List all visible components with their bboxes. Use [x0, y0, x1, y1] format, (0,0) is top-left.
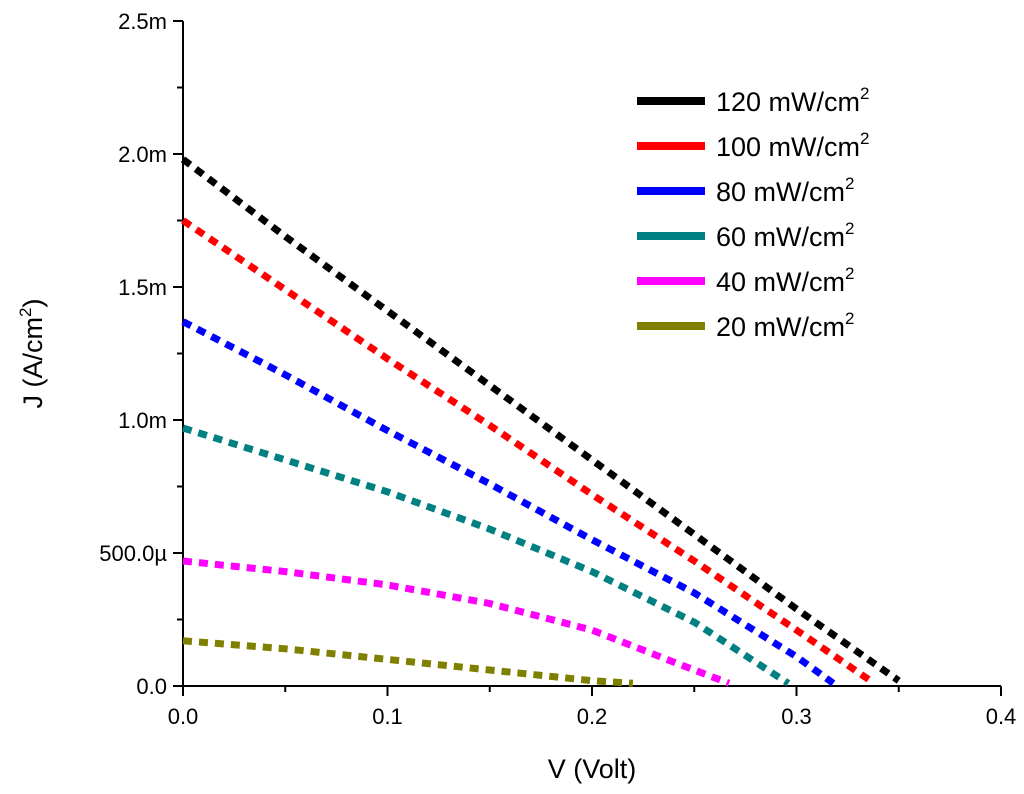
legend-label: 60 mW/cm2 [716, 219, 854, 252]
y-tick-label: 2.0m [118, 142, 167, 167]
legend-label-text: 100 mW/cm [716, 132, 860, 162]
series-line-5 [182, 557, 731, 687]
x-tick-label: 0.0 [168, 704, 199, 729]
y-tick-label: 2.5m [118, 9, 167, 34]
legend-label-text: 60 mW/cm [716, 222, 845, 252]
legend-label-sup: 2 [860, 129, 869, 148]
y-tick-label: 0.0 [136, 674, 167, 699]
x-tick-label: 0.1 [372, 704, 403, 729]
legend-label-sup: 2 [860, 84, 869, 103]
legend-label: 80 mW/cm2 [716, 174, 854, 207]
legend-label-sup: 2 [845, 309, 854, 328]
y-tick-label: 500.0µ [99, 541, 167, 566]
x-tick-label: 0.3 [781, 704, 812, 729]
series-line-3 [181, 318, 836, 687]
y-axis-title-sup: 2 [16, 308, 35, 317]
legend-label-sup: 2 [845, 174, 854, 193]
series-line-1 [180, 156, 901, 684]
legend-label: 100 mW/cm2 [716, 129, 870, 162]
legend-label-text: 80 mW/cm [716, 177, 845, 207]
y-tick-label: 1.0m [118, 408, 167, 433]
y-axis-title-close: ) [18, 299, 48, 308]
y-axis-title-text: J (A/cm [18, 317, 48, 409]
legend-label-text: 20 mW/cm [716, 312, 845, 342]
x-axis-title: V (Volt) [548, 754, 637, 784]
legend-label: 20 mW/cm2 [716, 309, 854, 342]
legend-label: 120 mW/cm2 [716, 84, 870, 117]
legend-label-text: 40 mW/cm [716, 267, 845, 297]
series-line-2 [181, 217, 877, 687]
legend-label-sup: 2 [845, 264, 854, 283]
legend-label-text: 120 mW/cm [716, 87, 860, 117]
y-tick-label: 1.5m [118, 275, 167, 300]
series-group [180, 156, 901, 687]
series-line-6 [182, 637, 634, 687]
y-axis-title: J (A/cm2) [16, 299, 48, 409]
legend-label-sup: 2 [845, 219, 854, 238]
x-tick-label: 0.4 [986, 704, 1017, 729]
x-tick-label: 0.2 [577, 704, 608, 729]
series-line-4 [181, 424, 791, 687]
legend-label: 40 mW/cm2 [716, 264, 854, 297]
